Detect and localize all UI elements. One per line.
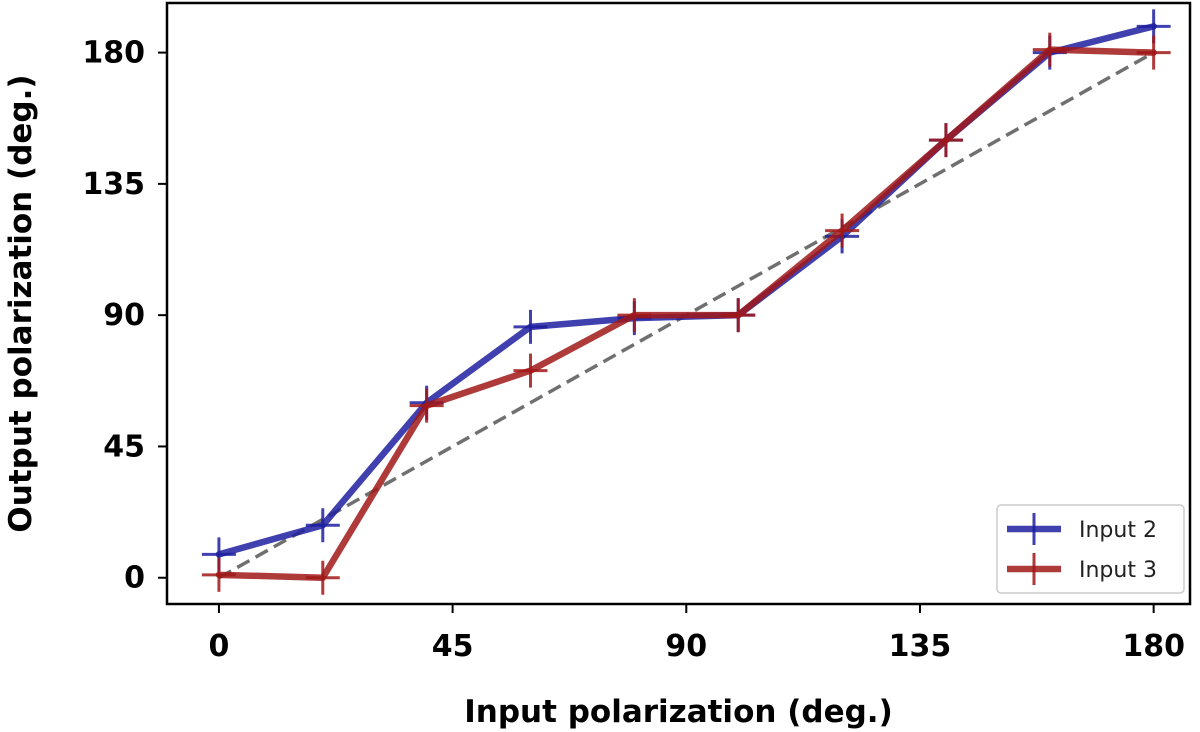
axis-ticks: 0 45 90 135 180 0 45 90 135 180 (82, 36, 1185, 664)
data-point (1032, 32, 1067, 67)
y-tick-label: 90 (103, 298, 145, 333)
legend-label-input-3: Input 3 (1079, 558, 1157, 583)
y-tick-label: 45 (103, 429, 145, 464)
x-tick-label: 90 (665, 629, 707, 664)
data-point (409, 388, 444, 423)
x-tick-label: 135 (889, 629, 952, 664)
y-tick-label: 135 (82, 167, 145, 202)
x-tick-label: 180 (1122, 629, 1185, 664)
series-input-3 (201, 32, 1171, 595)
data-point (305, 560, 340, 595)
data-point (201, 557, 236, 592)
y-tick-label: 180 (82, 36, 145, 71)
series-line (215, 23, 1157, 558)
data-point (721, 298, 756, 333)
data-point (825, 213, 860, 248)
x-tick-label: 45 (432, 629, 474, 664)
data-point (513, 309, 548, 344)
x-axis-label: Input polarization (deg.) (464, 694, 893, 730)
legend: Input 2 Input 3 (996, 504, 1185, 594)
y-axis-label: Output polarization (deg.) (3, 74, 39, 532)
series-input-2 (201, 9, 1171, 572)
data-point (513, 353, 548, 388)
legend-entries (1007, 513, 1061, 585)
data-point (305, 508, 340, 543)
data-point (1136, 35, 1171, 70)
series-line (215, 46, 1157, 581)
series-layer (201, 9, 1171, 595)
data-point (617, 298, 652, 333)
plot-frame (165, 1, 1192, 606)
data-point (928, 123, 963, 158)
legend-label-input-2: Input 2 (1079, 518, 1157, 543)
y-tick-label: 0 (124, 561, 145, 596)
x-tick-label: 0 (208, 629, 229, 664)
